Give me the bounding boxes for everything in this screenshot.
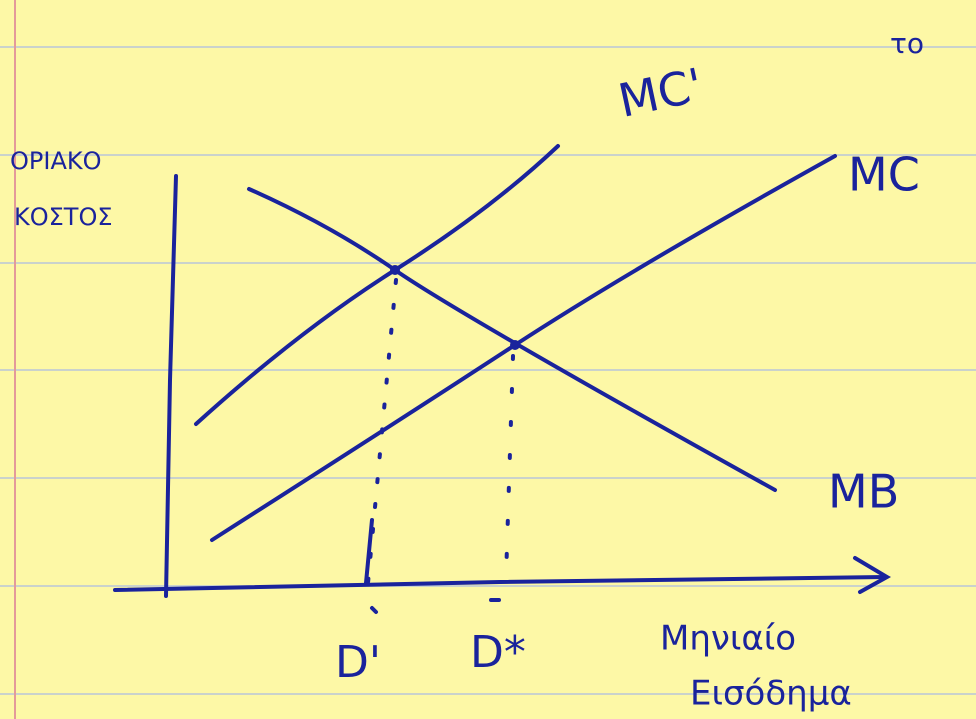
dotted-guide — [504, 354, 515, 580]
corner-note: το — [890, 27, 924, 60]
point-label: D* — [470, 627, 526, 678]
x-axis-arrow — [853, 556, 892, 594]
y-axis-label: ΟΡΙΑΚΟ — [10, 147, 102, 175]
equilibrium-point — [390, 265, 400, 275]
tick — [370, 606, 378, 614]
point-label: D' — [335, 637, 381, 688]
ruled-lines — [0, 46, 976, 695]
y-axis — [164, 174, 178, 598]
equilibrium-point — [510, 340, 520, 350]
mb-curve — [247, 187, 777, 492]
x-axis — [113, 575, 887, 592]
x-axis-label: Εισόδημα — [690, 674, 852, 714]
x-axis-label: Μηνιαίο — [660, 619, 796, 659]
curve-label: MC — [848, 148, 920, 202]
y-axis-label: ΚΟΣΤΟΣ — [14, 203, 113, 231]
curve-label: MB — [828, 465, 899, 519]
dotted-guide — [364, 518, 374, 585]
